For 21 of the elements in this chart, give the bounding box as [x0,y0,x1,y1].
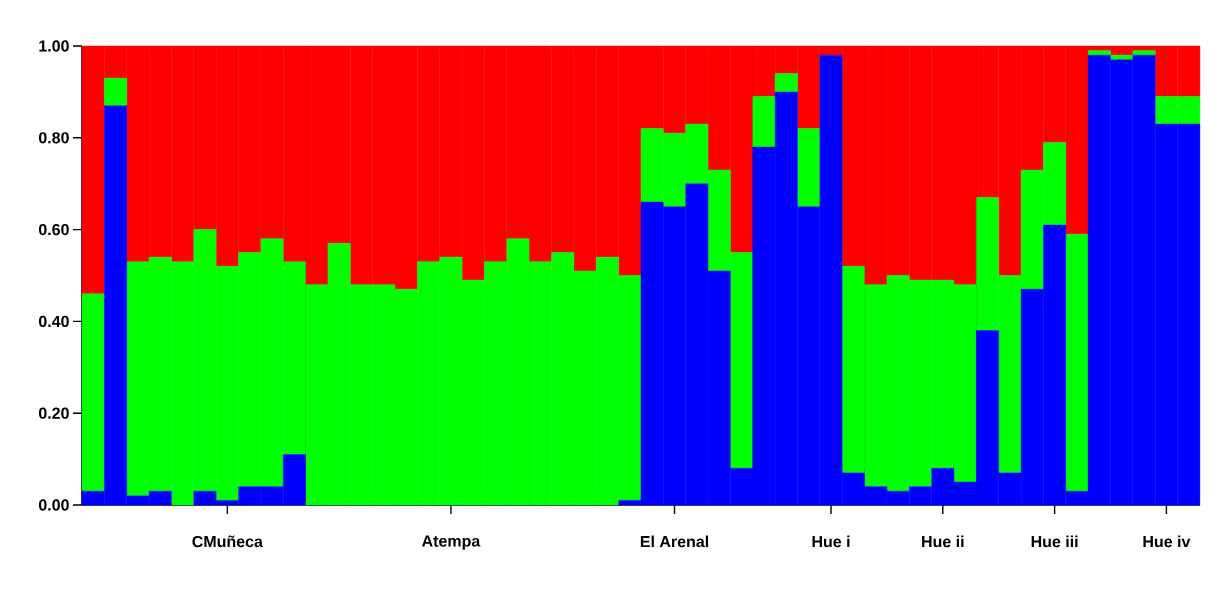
bar [752,96,776,148]
y-tick-label: 0.60 [38,223,69,236]
x-tick-label: Hue i [812,535,850,548]
y-tick-label: 0.20 [38,407,69,419]
x-tick-label: El Arenal [640,535,709,548]
bar [797,128,821,207]
x-tick-label: CMuñeca [192,535,263,548]
x-tick-label: Hue iv [1143,535,1191,548]
x-tick-label: Hue ii [922,535,964,548]
bar [1065,233,1089,492]
x-tick-label: Atempa [421,535,481,550]
bar [774,73,798,93]
x-tick-label: Hue iii [1031,535,1078,548]
bar [1087,50,1111,56]
y-tick-label: 0.80 [38,132,69,144]
y-tick-label: 0.40 [38,315,69,328]
bar [81,293,105,492]
bar [1132,50,1156,56]
y-tick-label: 1.00 [39,40,69,52]
bar [104,77,127,106]
y-tick-label: 0.00 [38,499,69,511]
